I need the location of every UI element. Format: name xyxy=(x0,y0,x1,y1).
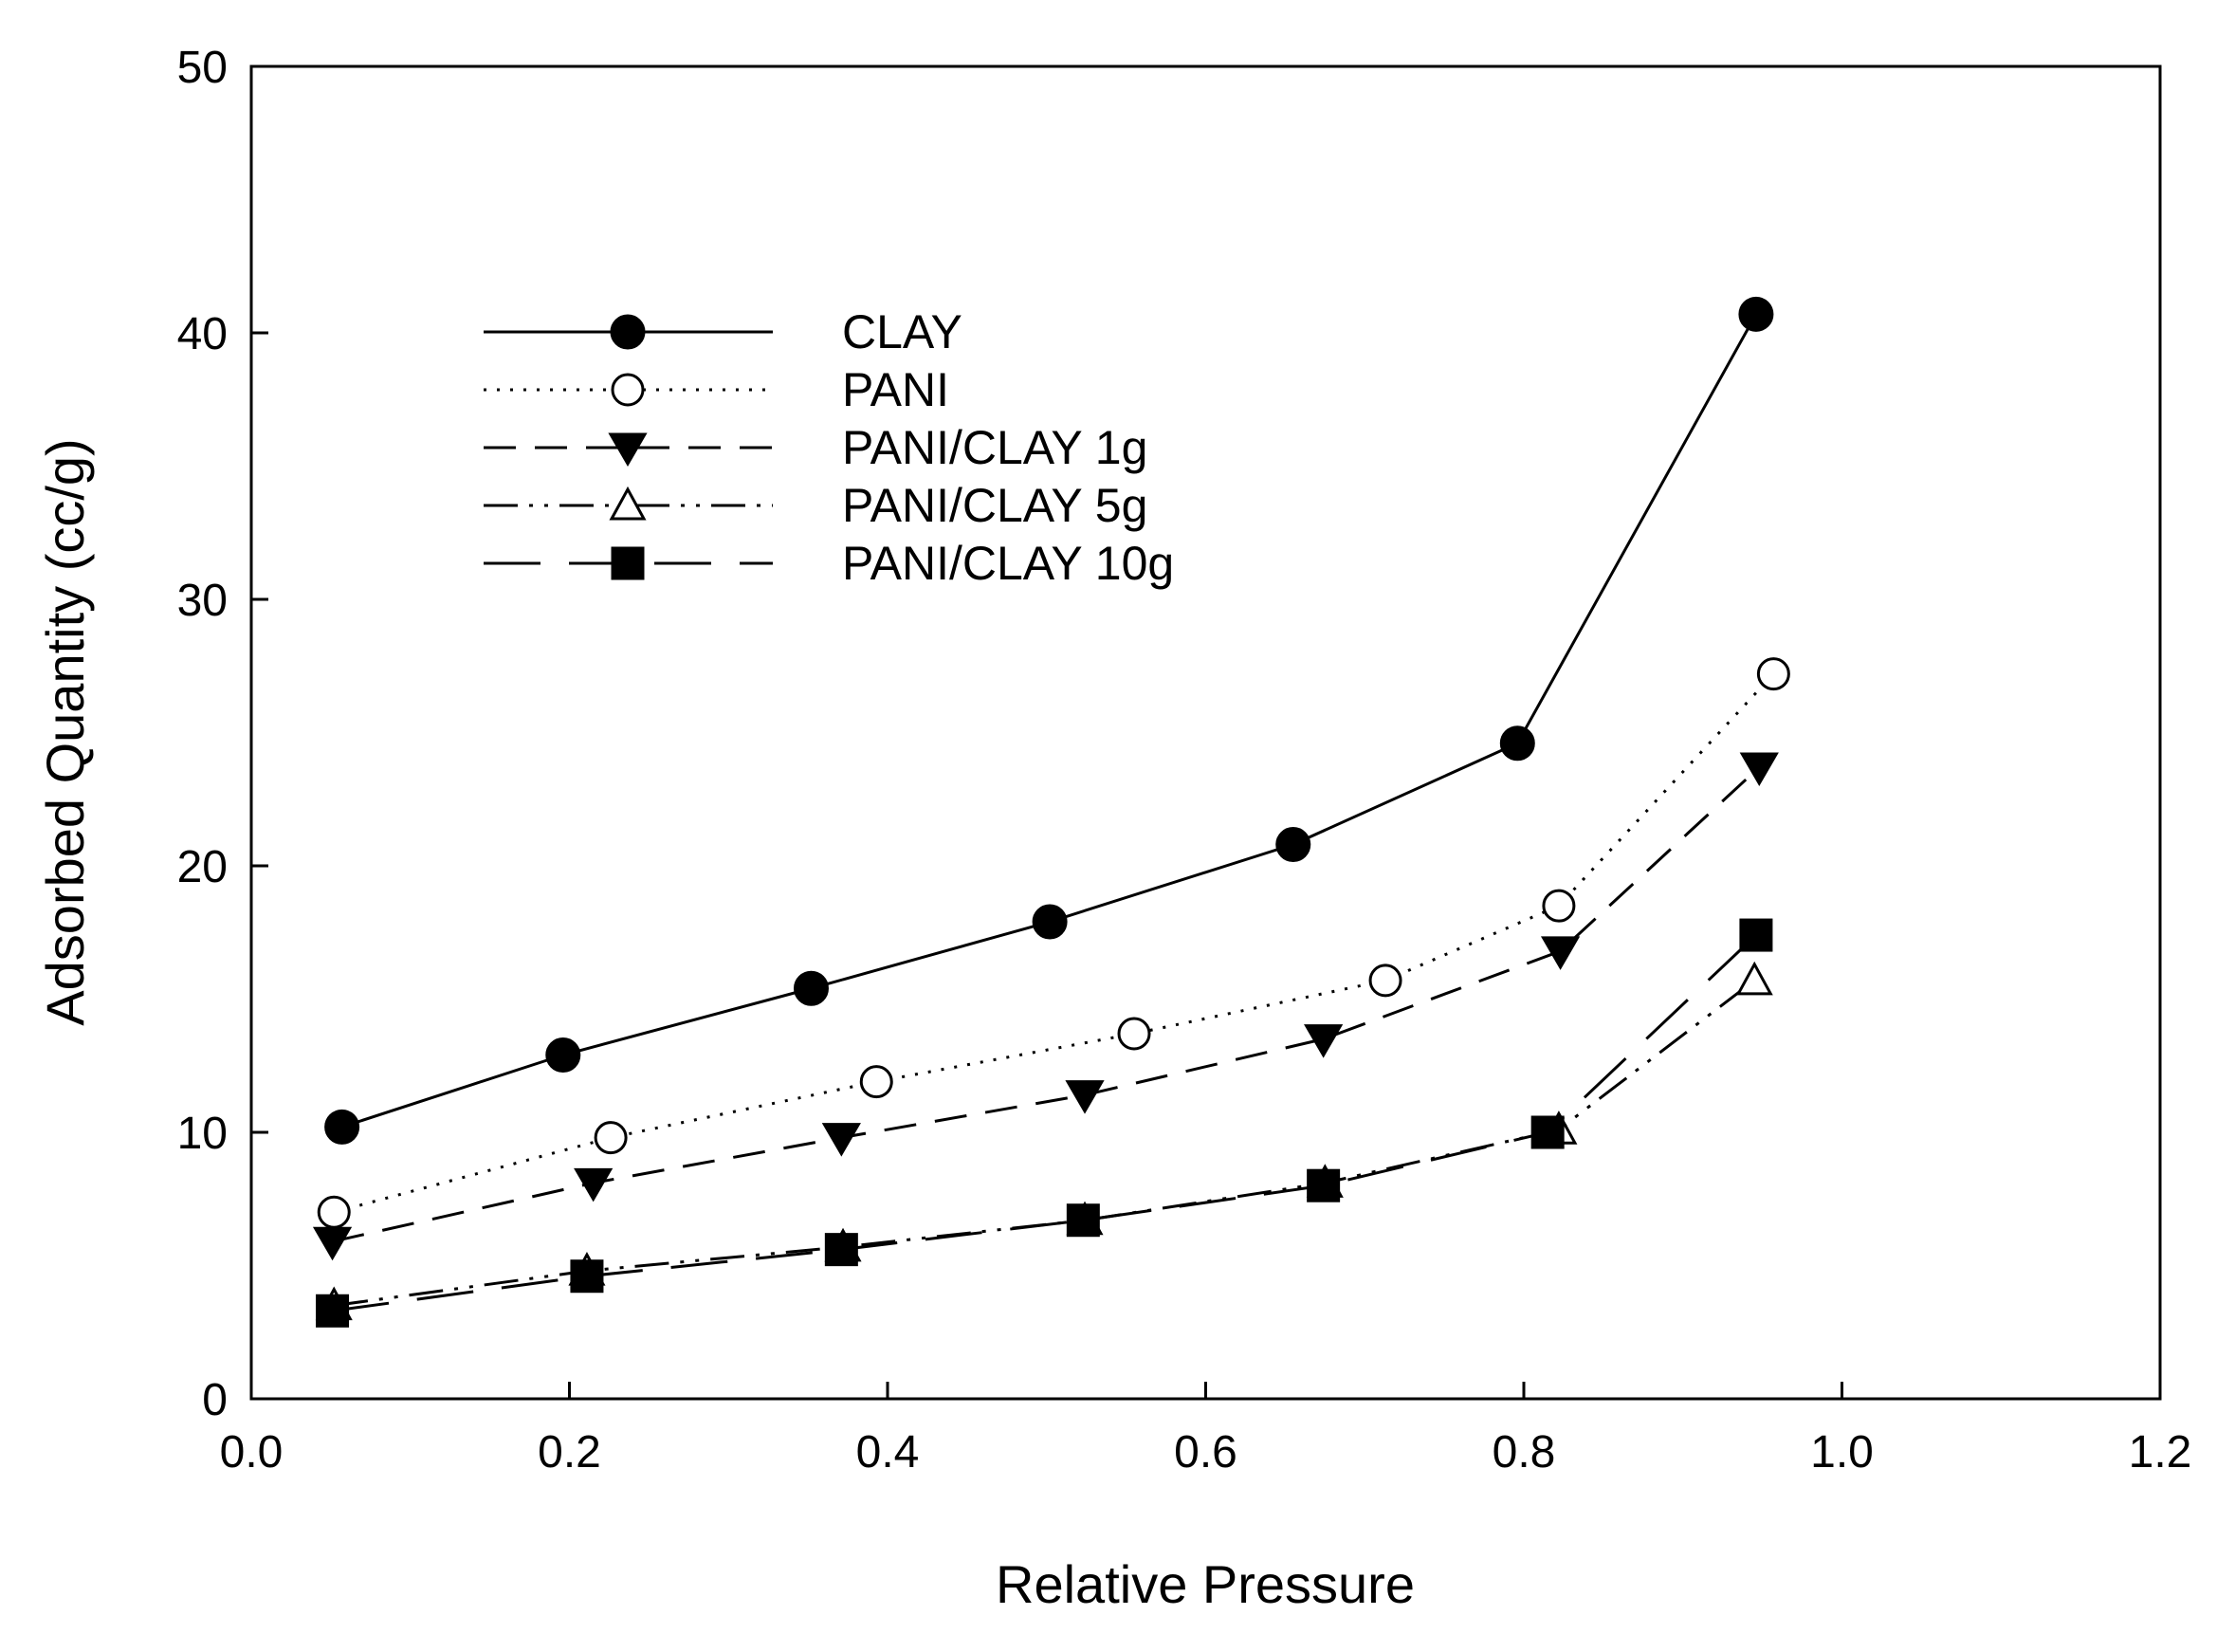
legend-label: PANI/CLAY 1g xyxy=(842,421,1147,474)
data-point xyxy=(1739,918,1773,952)
x-axis-title: Relative Pressure xyxy=(996,1554,1415,1614)
y-tick-label: 0 xyxy=(202,1375,228,1425)
y-tick-label: 50 xyxy=(177,43,228,93)
data-point xyxy=(312,1226,353,1261)
data-point xyxy=(594,1121,628,1155)
y-tick-label: 20 xyxy=(177,842,228,892)
data-point xyxy=(1540,936,1581,970)
data-point xyxy=(545,1037,581,1074)
data-point xyxy=(316,1294,350,1328)
legend-item: PANI/CLAY 5g xyxy=(484,479,1147,532)
x-tick-label: 0.2 xyxy=(538,1427,601,1478)
data-point xyxy=(1738,296,1774,332)
data-point xyxy=(821,1123,861,1157)
data-point xyxy=(1032,904,1068,940)
legend-label: PANI/CLAY 5g xyxy=(842,479,1147,532)
legend-label: PANI/CLAY 10g xyxy=(842,537,1174,590)
legend-label: PANI xyxy=(842,363,949,416)
legend-marker xyxy=(611,546,645,580)
legend-marker xyxy=(610,314,646,350)
data-point xyxy=(1499,725,1535,762)
data-point xyxy=(317,1195,351,1229)
legend-item: PANI/CLAY 10g xyxy=(484,537,1174,590)
x-tick-label: 0.4 xyxy=(856,1427,920,1478)
data-point xyxy=(1739,752,1779,787)
legend-marker xyxy=(611,373,645,407)
x-tick-label: 0.0 xyxy=(220,1427,284,1478)
data-point xyxy=(1542,889,1576,923)
series-layer xyxy=(312,296,1790,1328)
series-line xyxy=(332,765,1761,1243)
x-axis-ticks: 0.0 0.2 0.4 0.6 0.8 1.0 1.2 xyxy=(220,1382,2192,1478)
x-tick-label: 1.2 xyxy=(2129,1427,2192,1478)
y-tick-label: 10 xyxy=(177,1109,228,1159)
data-point xyxy=(793,970,829,1006)
data-point xyxy=(824,1233,858,1267)
data-point xyxy=(1065,1080,1105,1114)
data-point xyxy=(1756,657,1790,691)
data-point xyxy=(570,1259,604,1294)
data-point xyxy=(1066,1203,1100,1238)
legend-item: PANI/CLAY 1g xyxy=(484,421,1147,474)
series-pani-clay-10g xyxy=(316,918,1773,1328)
legend-label: CLAY xyxy=(842,305,962,358)
y-axis-ticks: 0 10 20 30 40 50 xyxy=(177,43,268,1425)
data-point xyxy=(1304,1024,1344,1058)
data-point xyxy=(1735,961,1773,996)
data-point xyxy=(1117,1017,1151,1051)
legend-marker xyxy=(609,486,647,521)
legend-marker xyxy=(608,432,648,467)
data-point xyxy=(859,1065,893,1099)
legend-item: CLAY xyxy=(484,305,962,358)
series-clay xyxy=(324,296,1774,1145)
data-point xyxy=(324,1109,360,1145)
data-point xyxy=(574,1167,614,1202)
data-point xyxy=(1275,827,1311,863)
series-pani-clay-1g xyxy=(312,752,1779,1261)
data-point xyxy=(1368,964,1402,998)
data-point xyxy=(1530,1115,1565,1149)
legend-item: PANI xyxy=(484,363,949,416)
data-point xyxy=(1307,1168,1341,1202)
plot-area-frame xyxy=(249,64,2162,1401)
x-tick-label: 0.8 xyxy=(1493,1427,1556,1478)
y-axis-title: Adsorbed Quantity (cc/g) xyxy=(35,438,95,1025)
y-tick-label: 30 xyxy=(177,576,228,626)
y-tick-label: 40 xyxy=(177,309,228,359)
x-tick-label: 1.0 xyxy=(1810,1427,1874,1478)
x-tick-label: 0.6 xyxy=(1174,1427,1237,1478)
